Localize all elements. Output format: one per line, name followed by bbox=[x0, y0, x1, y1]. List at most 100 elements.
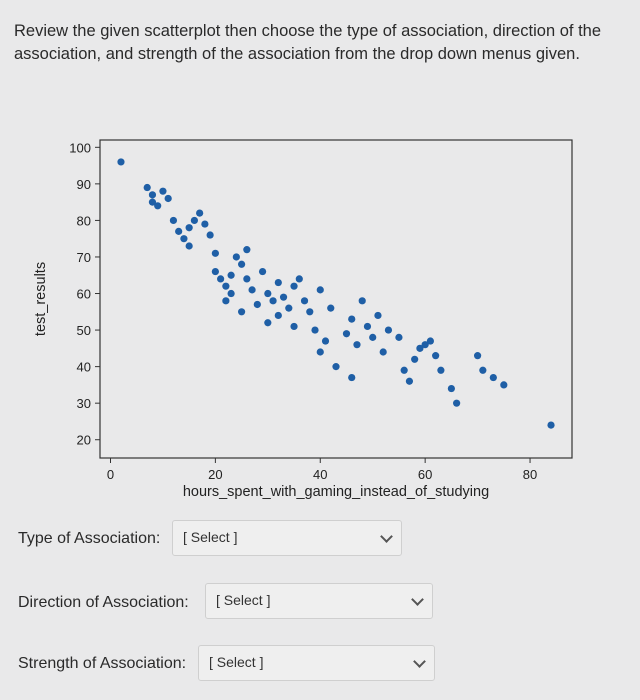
scatter-point bbox=[175, 227, 183, 235]
scatter-point bbox=[332, 363, 340, 371]
scatter-point bbox=[185, 224, 193, 232]
scatter-point bbox=[432, 352, 440, 360]
scatter-point bbox=[269, 297, 277, 305]
instructions-text: Review the given scatterplot then choose… bbox=[14, 22, 602, 63]
y-tick-label: 20 bbox=[77, 433, 91, 448]
y-tick-label: 100 bbox=[69, 140, 91, 155]
scatter-point bbox=[190, 216, 198, 225]
scatter-point bbox=[274, 311, 282, 320]
chevron-down-icon bbox=[380, 530, 393, 543]
scatter-point bbox=[159, 187, 167, 195]
y-axis-label: test_results bbox=[33, 262, 49, 336]
scatter-point bbox=[426, 337, 434, 345]
scatter-point bbox=[316, 286, 324, 294]
scatter-point bbox=[196, 209, 204, 217]
scatter-point bbox=[290, 282, 298, 290]
scatter-point bbox=[117, 158, 125, 166]
scatter-point bbox=[143, 183, 151, 192]
scatter-point bbox=[211, 249, 219, 257]
scatter-point bbox=[327, 304, 335, 312]
scatter-point bbox=[243, 275, 251, 283]
y-tick-label: 90 bbox=[77, 177, 91, 192]
scatter-point bbox=[479, 366, 487, 374]
y-tick-label: 60 bbox=[77, 287, 91, 302]
scatter-point bbox=[358, 297, 366, 305]
direction-of-association-value: [ Select ] bbox=[216, 592, 271, 608]
scatter-point bbox=[384, 326, 393, 334]
type-of-association-row: Type of Association: [ Select ] bbox=[0, 520, 640, 560]
scatter-point bbox=[316, 348, 324, 356]
direction-of-association-label: Direction of Association: bbox=[18, 594, 189, 611]
scatter-point bbox=[279, 293, 288, 301]
scatter-point bbox=[201, 220, 209, 228]
y-tick-label: 70 bbox=[77, 250, 91, 265]
scatter-point bbox=[421, 341, 429, 349]
scatter-point bbox=[547, 421, 555, 429]
scatter-point bbox=[453, 399, 461, 407]
scatter-point bbox=[285, 304, 293, 312]
strength-of-association-label: Strength of Association: bbox=[18, 655, 187, 672]
x-tick-label: 20 bbox=[208, 467, 222, 482]
scatter-point bbox=[169, 216, 178, 225]
type-of-association-value: [ Select ] bbox=[183, 529, 238, 545]
scatter-point bbox=[363, 322, 372, 331]
scatter-point bbox=[258, 267, 267, 276]
y-tick-label: 30 bbox=[77, 396, 91, 411]
scatter-point bbox=[353, 341, 361, 349]
direction-of-association-row: Direction of Association: [ Select ] bbox=[0, 583, 640, 623]
scatter-point bbox=[489, 373, 497, 382]
scatter-point bbox=[238, 260, 246, 268]
scatter-point bbox=[227, 271, 235, 279]
x-tick-label: 60 bbox=[418, 467, 432, 482]
scatter-point bbox=[411, 355, 419, 363]
x-axis-label: hours_spent_with_gaming_instead_of_study… bbox=[183, 484, 489, 500]
y-tick-label: 50 bbox=[77, 323, 91, 338]
scatter-point bbox=[290, 322, 298, 331]
y-tick-label: 80 bbox=[77, 213, 91, 228]
chevron-down-icon bbox=[413, 655, 426, 668]
scatter-point bbox=[227, 289, 235, 298]
scatter-point bbox=[222, 282, 230, 290]
scatter-point bbox=[295, 275, 303, 283]
scatter-point bbox=[437, 366, 445, 374]
scatterplot: 20 30 40 50 60 70 80 90 100 0 20 40 60 80 hours_spent… bbox=[0, 110, 640, 510]
scatter-point bbox=[248, 286, 256, 294]
scatter-point bbox=[206, 231, 214, 239]
x-tick-label: 0 bbox=[107, 467, 114, 482]
scatter-point bbox=[369, 333, 377, 341]
scatter-point bbox=[148, 191, 157, 199]
scatter-point bbox=[379, 348, 387, 356]
strength-of-association-select[interactable]: [ Select ] bbox=[198, 645, 435, 681]
scatter-point bbox=[238, 308, 246, 316]
scatter-point bbox=[306, 308, 314, 316]
scatter-point bbox=[405, 377, 414, 385]
type-of-association-select[interactable]: [ Select ] bbox=[172, 520, 402, 556]
scatter-point bbox=[348, 315, 356, 323]
scatterplot-svg: 20 30 40 50 60 70 80 90 100 0 20 40 60 80 hours_spent… bbox=[33, 139, 573, 500]
direction-of-association-select[interactable]: [ Select ] bbox=[205, 583, 433, 619]
x-tick-label: 80 bbox=[523, 467, 537, 482]
scatter-point bbox=[500, 381, 508, 389]
scatter-point bbox=[185, 242, 193, 250]
scatter-point bbox=[222, 297, 230, 305]
scatter-point bbox=[300, 297, 309, 305]
scatter-point bbox=[180, 235, 188, 243]
scatter-point bbox=[374, 311, 382, 320]
strength-of-association-value: [ Select ] bbox=[209, 654, 264, 670]
scatter-point bbox=[253, 300, 261, 309]
plot-frame bbox=[99, 139, 573, 459]
strength-of-association-row: Strength of Association: [ Select ] bbox=[0, 645, 640, 685]
scatter-point bbox=[264, 319, 272, 327]
scatter-point bbox=[243, 246, 251, 254]
y-tick-label: 40 bbox=[77, 360, 91, 375]
scatter-point bbox=[395, 333, 403, 341]
chevron-down-icon bbox=[411, 593, 424, 606]
scatter-point bbox=[148, 198, 157, 206]
scatter-point bbox=[342, 330, 351, 338]
scatter-point bbox=[400, 366, 408, 374]
type-of-association-label: Type of Association: bbox=[18, 530, 161, 547]
scatter-point bbox=[321, 337, 330, 345]
scatter-point bbox=[264, 289, 272, 298]
scatter-point bbox=[217, 275, 225, 283]
scatter-point bbox=[416, 344, 424, 352]
